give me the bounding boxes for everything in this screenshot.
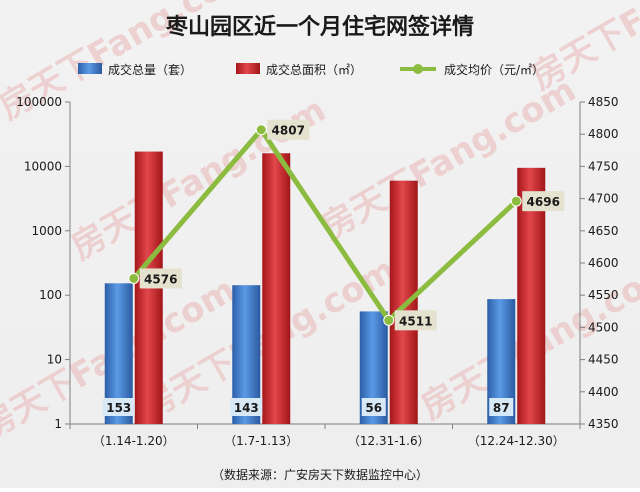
y-right-tick-label: 4550 (588, 288, 619, 302)
y-left-tick-label: 10000 (24, 159, 62, 173)
bar-count-label: 56 (365, 401, 382, 415)
y-right-tick-label: 4450 (588, 353, 619, 367)
watermark-text: 房天下Fang.com (525, 0, 640, 98)
y-right-tick-label: 4700 (588, 192, 619, 206)
y-right-tick-label: 4350 (588, 417, 619, 431)
price-point (384, 315, 394, 325)
price-point (256, 125, 266, 135)
price-point (511, 196, 521, 206)
price-label: 4576 (144, 272, 177, 286)
price-point (129, 273, 139, 283)
price-label: 4696 (527, 195, 560, 209)
x-category-label: （1.14-1.20） (93, 434, 175, 448)
x-category-label: （1.7-1.13） (224, 434, 298, 448)
bar-area (390, 181, 418, 424)
legend-label-area: 成交总面积（㎡） (266, 62, 362, 77)
legend-label-price: 成交均价（元/㎡） (444, 62, 544, 77)
bar-count-label: 143 (234, 401, 259, 415)
bar-count-label: 87 (493, 401, 510, 415)
legend-label-count: 成交总量（套） (108, 62, 192, 77)
y-right-tick-label: 4600 (588, 256, 619, 270)
bar-area (262, 153, 290, 424)
y-right-tick-label: 4750 (588, 159, 619, 173)
legend-swatch-area (236, 63, 260, 74)
price-label: 4807 (272, 124, 305, 138)
y-left-tick-label: 10 (47, 353, 62, 367)
y-right-tick-label: 4800 (588, 127, 619, 141)
y-right-tick-label: 4400 (588, 385, 619, 399)
y-right-tick-label: 4500 (588, 320, 619, 334)
y-left-tick-label: 100000 (16, 95, 62, 109)
x-category-label: （12.31-1.6） (348, 434, 430, 448)
y-left-tick-label: 100 (39, 288, 62, 302)
y-right-tick-label: 4850 (588, 95, 619, 109)
legend: 成交总量（套） 成交总面积（㎡） 成交均价（元/㎡） (78, 62, 544, 77)
bar-count-label: 153 (106, 401, 131, 415)
y-left-tick-label: 1000 (31, 224, 62, 238)
price-label: 4511 (399, 314, 432, 328)
legend-swatch-count (78, 63, 102, 74)
x-category-label: （12.24-12.30） (468, 434, 565, 448)
y-left-tick-label: 1 (54, 417, 62, 431)
legend-swatch-price-marker (413, 64, 423, 74)
y-right-tick-label: 4650 (588, 224, 619, 238)
source-note: （数据来源：广安房天下数据监控中心） (212, 467, 428, 482)
chart-title: 枣山园区近一个月住宅网签详情 (165, 14, 474, 40)
